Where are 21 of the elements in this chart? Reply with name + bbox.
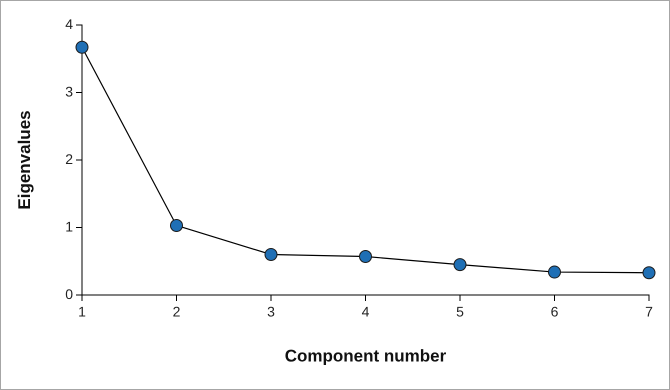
point bbox=[548, 266, 561, 279]
y-tick-label: 2 bbox=[65, 150, 74, 167]
x-tick-label: 5 bbox=[456, 303, 464, 320]
x-axis-title: Component number bbox=[284, 346, 447, 366]
x-tick-label: 6 bbox=[550, 303, 559, 320]
y-axis-title: Eigenvalues bbox=[14, 110, 34, 210]
y-tick-label: 1 bbox=[65, 218, 74, 234]
y-tick-label: 3 bbox=[65, 83, 74, 100]
point bbox=[454, 258, 466, 272]
x-tick-label: 2 bbox=[172, 303, 181, 320]
x-tick-label: 4 bbox=[362, 303, 370, 320]
point bbox=[264, 248, 278, 261]
point bbox=[359, 250, 372, 264]
x-tick-label: 7 bbox=[645, 303, 654, 320]
y-tick-label: 0 bbox=[65, 286, 74, 302]
x-tick-label: 1 bbox=[78, 303, 86, 320]
point bbox=[76, 40, 88, 54]
y-tick-label: 4 bbox=[65, 16, 74, 32]
point bbox=[642, 266, 656, 280]
point bbox=[170, 218, 183, 232]
x-tick-label: 3 bbox=[267, 303, 276, 320]
